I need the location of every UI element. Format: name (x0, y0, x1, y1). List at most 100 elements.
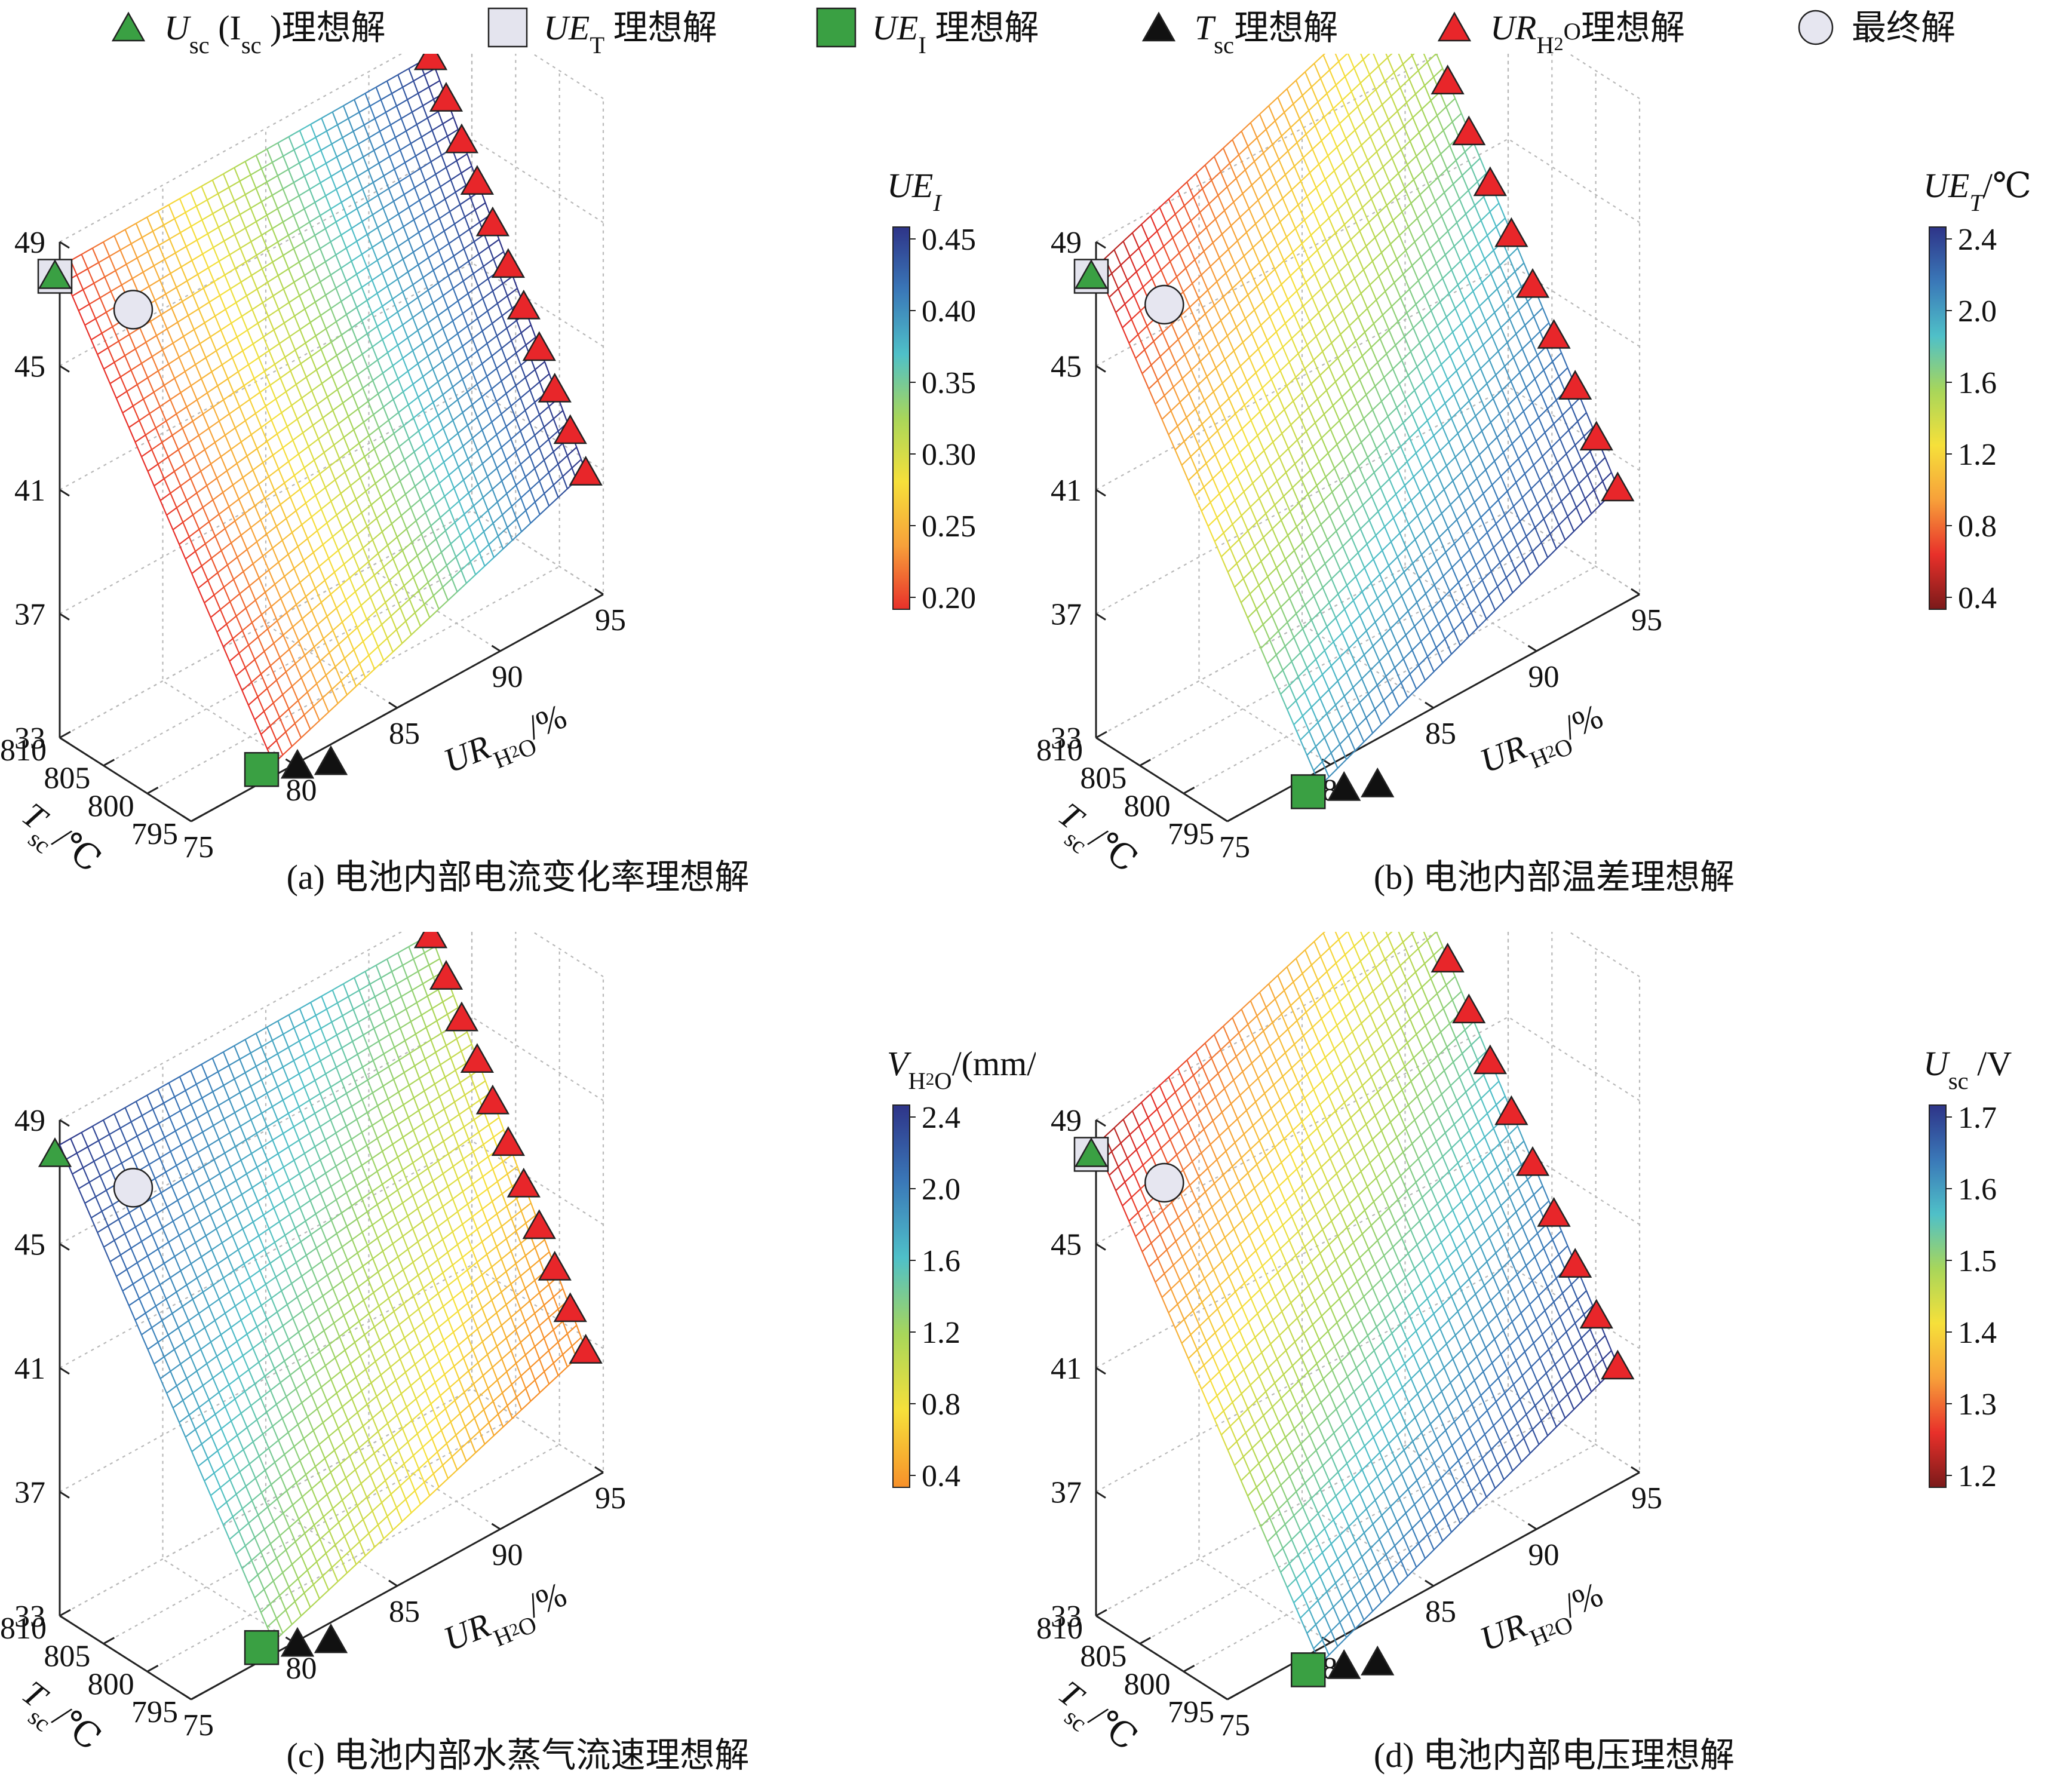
y-tick-label: 795 (131, 817, 178, 851)
x-tick-label: 85 (1425, 717, 1456, 751)
urh2o-ideal-marker (1560, 1250, 1591, 1277)
legend-square-icon (817, 8, 855, 47)
z-tick-label: 37 (1051, 598, 1082, 632)
y-tick (148, 787, 158, 793)
x-tick (1219, 1694, 1227, 1699)
y-tick-label: 810 (0, 734, 47, 768)
z-tick (60, 490, 69, 496)
x-tick (492, 646, 501, 651)
urh2o-ideal-marker (493, 250, 524, 277)
colorbar-tick-label: 0.8 (922, 1388, 960, 1422)
uei-ideal-marker (1291, 1653, 1325, 1686)
y-tick (1227, 1693, 1238, 1699)
legend-triangle-icon (113, 13, 144, 41)
colorbar-tick-label: 0.35 (922, 366, 976, 400)
z-tick-label: 41 (1051, 1352, 1082, 1386)
x-tick (1631, 589, 1640, 594)
colorbar-tick-label: 1.6 (922, 1244, 960, 1278)
y-tick-label: 800 (88, 1667, 134, 1701)
legend-circle-icon (1799, 11, 1832, 44)
z-tick-label: 49 (1051, 226, 1082, 260)
legend-item-3: Tsc理想解 (1143, 8, 1338, 59)
y-tick-label: 805 (44, 1640, 90, 1674)
urh2o-ideal-marker (1539, 321, 1570, 348)
x-tick-label: 75 (1219, 830, 1250, 864)
x-tick (1528, 646, 1537, 651)
colorbar-title: Usc /V (1923, 1044, 2012, 1094)
x-tick-label: 95 (595, 1481, 626, 1515)
x-tick-label: 85 (389, 1595, 420, 1629)
urh2o-ideal-marker (431, 84, 462, 111)
z-tick (1096, 1616, 1106, 1622)
z-tick-label: 49 (14, 1104, 45, 1138)
colorbar-tick-label: 0.30 (922, 438, 976, 472)
tsc-ideal-marker (1362, 1647, 1393, 1674)
surface-mesh (60, 934, 586, 1641)
y-tick-label: 810 (1036, 1612, 1083, 1646)
z-tick (1096, 1368, 1106, 1374)
legend-item-1: UET 理想解 (489, 8, 717, 59)
colorbar-tick-label: 1.2 (1958, 438, 1997, 472)
y-tick-label: 800 (88, 789, 134, 823)
z-tick (60, 614, 69, 620)
chart-d: 33374145497958008058107580859095Isc /ATs… (1036, 932, 2072, 1786)
final-solution-marker (114, 290, 152, 329)
z-tick-label: 37 (1051, 1476, 1082, 1510)
y-tick (148, 1665, 158, 1671)
x-tick (1219, 816, 1227, 821)
x-tick-label: 80 (286, 774, 317, 808)
y-tick (191, 815, 202, 821)
y-tick-label: 795 (1168, 1695, 1214, 1729)
y-tick-label: 805 (1080, 762, 1126, 796)
urh2o-ideal-marker (462, 167, 493, 194)
legend-label: UEI 理想解 (872, 8, 1039, 59)
urh2o-ideal-marker (1517, 269, 1548, 297)
colorbar-tick-label: 1.4 (1958, 1316, 1997, 1350)
colorbar-gradient (893, 227, 910, 609)
panel-caption: (c) 电池内部水蒸气流速理想解 (287, 1736, 750, 1775)
z-tick-label: 41 (14, 474, 45, 508)
z-tick (1096, 738, 1106, 744)
x-tick (389, 702, 397, 708)
x-tick (1425, 702, 1433, 708)
legend-square-icon (489, 8, 527, 47)
usc-ideal-marker (39, 1139, 70, 1167)
tsc-ideal-marker (1362, 769, 1393, 796)
z-tick (1096, 242, 1106, 248)
urh2o-ideal-marker (1475, 168, 1506, 195)
z-tick-label: 37 (14, 1476, 45, 1510)
tsc-ideal-marker (282, 750, 313, 778)
y-tick-label: 800 (1124, 1667, 1171, 1701)
colorbar-gradient (1929, 227, 1946, 609)
markers (1075, 54, 1633, 808)
y-tick-label: 810 (1036, 734, 1083, 768)
colorbar-tick-label: 0.8 (1958, 510, 1997, 544)
chart-a: 33374145497958008058107580859095Isc /ATs… (0, 54, 1036, 908)
x-tick-label: 85 (389, 717, 420, 751)
urh2o-ideal-marker (446, 1003, 477, 1030)
urh2o-ideal-marker (1432, 66, 1463, 94)
urh2o-ideal-marker (570, 458, 601, 485)
x-tick-label: 90 (492, 1538, 523, 1572)
grid-lines (1096, 54, 1640, 821)
urh2o-ideal-marker (446, 125, 477, 152)
urh2o-ideal-marker (508, 1169, 539, 1196)
x-tick-label: 90 (1528, 660, 1560, 694)
z-tick (1096, 1120, 1106, 1126)
z-tick-label: 45 (14, 1228, 45, 1262)
panel-caption: (b) 电池内部温差理想解 (1374, 858, 1735, 897)
x-axis-label: URH2O/% (438, 696, 576, 791)
z-tick-label: 41 (1051, 474, 1082, 508)
urh2o-ideal-marker (477, 208, 508, 235)
urh2o-ideal-marker (1453, 117, 1484, 145)
urh2o-ideal-marker (415, 54, 446, 69)
y-tick (1096, 732, 1107, 738)
colorbar-title: VH2O/(mm/s) (887, 1044, 1036, 1094)
chart-c: 33374145497958008058107580859095Isc /ATs… (0, 932, 1036, 1786)
z-tick (60, 1368, 69, 1374)
colorbar-tick-label: 2.0 (922, 1173, 960, 1207)
z-tick (60, 366, 69, 372)
panel-caption: (a) 电池内部电流变化率理想解 (287, 858, 750, 897)
